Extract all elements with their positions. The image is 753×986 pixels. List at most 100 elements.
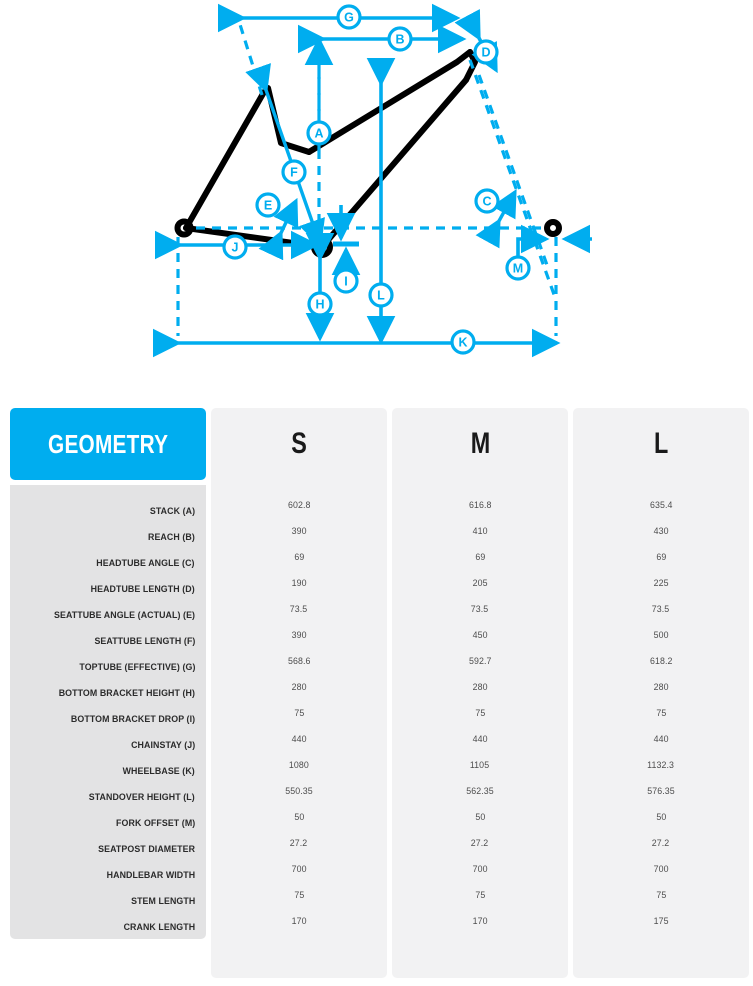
- row-label-text: SEATTUBE LENGTH (F): [93, 634, 195, 646]
- value-cell: 390: [211, 518, 387, 544]
- value-text: 50: [474, 811, 486, 823]
- row-label: CHAINSTAY (J): [10, 731, 206, 757]
- bike-geometry-diagram: A B C D E F G H I J K L M: [0, 0, 753, 400]
- value-cell: 1132.3: [573, 752, 749, 778]
- row-label-text: STANDOVER HEIGHT (L): [89, 790, 195, 802]
- value-text: 390: [291, 525, 307, 537]
- value-text: 700: [291, 863, 307, 875]
- value-text: 27.2: [290, 837, 308, 849]
- value-text: 280: [653, 681, 669, 693]
- value-text: 440: [472, 733, 488, 745]
- dimension-I: [331, 241, 361, 276]
- row-label-text: SEATPOST DIAMETER: [98, 842, 195, 854]
- callout-bubble: [474, 188, 500, 214]
- value-text: 576.35: [647, 785, 675, 797]
- callout-d: D: [473, 39, 499, 65]
- value-text: 73.5: [290, 603, 308, 615]
- geometry-table: GEOMETRY STACK (A) REACH (B) HEADTUBE ANGL…: [10, 408, 749, 978]
- value-text: 450: [472, 629, 488, 641]
- callout-g: G: [336, 4, 362, 30]
- size-header-m: M: [392, 408, 568, 480]
- row-label-text: SEATTUBE ANGLE (ACTUAL) (E): [53, 608, 195, 620]
- value-text: 1105: [470, 759, 490, 771]
- value-text: 280: [291, 681, 307, 693]
- row-label: STANDOVER HEIGHT (L): [10, 783, 206, 809]
- row-label-text: CHAINSTAY (J): [130, 738, 195, 750]
- row-label-text: BOTTOM BRACKET HEIGHT (H): [58, 686, 195, 698]
- callout-l: L: [368, 282, 394, 308]
- value-cell: 170: [211, 908, 387, 934]
- value-cell: 75: [211, 882, 387, 908]
- value-cell: 616.8: [392, 492, 568, 518]
- row-label: SEATTUBE ANGLE (ACTUAL) (E): [10, 601, 206, 627]
- table-label-column: GEOMETRY STACK (A) REACH (B) HEADTUBE ANGL…: [10, 408, 206, 939]
- callout-letter: M: [513, 262, 523, 276]
- row-label: HEADTUBE LENGTH (D): [10, 575, 206, 601]
- callout-bubble: [368, 282, 394, 308]
- row-label: SEATTUBE LENGTH (F): [10, 627, 206, 653]
- value-text: 75: [293, 707, 305, 719]
- value-cell: 568.6: [211, 648, 387, 674]
- value-text: 50: [655, 811, 667, 823]
- callout-i: I: [333, 268, 359, 294]
- value-text: 170: [472, 915, 488, 927]
- value-cell: 550.35: [211, 778, 387, 804]
- value-text: 69: [293, 551, 305, 563]
- callout-bubble: [450, 329, 476, 355]
- value-cell: 50: [211, 804, 387, 830]
- value-cell: 27.2: [573, 830, 749, 856]
- callout-m: M: [505, 255, 531, 281]
- row-label-text: HANDLEBAR WIDTH: [106, 868, 195, 880]
- value-cell: 280: [573, 674, 749, 700]
- value-text: 27.2: [652, 837, 670, 849]
- value-text: 190: [291, 577, 307, 589]
- value-text: 73.5: [652, 603, 670, 615]
- value-text: 500: [653, 629, 669, 641]
- value-text: 50: [293, 811, 305, 823]
- value-text: 225: [653, 577, 669, 589]
- value-text: 69: [474, 551, 486, 563]
- row-label: BOTTOM BRACKET HEIGHT (H): [10, 679, 206, 705]
- value-text: 1132.3: [647, 759, 675, 771]
- value-cell: 69: [573, 544, 749, 570]
- value-text: 175: [653, 915, 669, 927]
- callout-k: K: [450, 329, 476, 355]
- row-label: HANDLEBAR WIDTH: [10, 861, 206, 887]
- value-cell: 27.2: [392, 830, 568, 856]
- callout-bubble: [255, 192, 281, 218]
- row-label-text: TOPTUBE (EFFECTIVE) (G): [78, 660, 195, 672]
- value-cell: 592.7: [392, 648, 568, 674]
- callout-a: A: [306, 120, 332, 146]
- callout-letter: I: [344, 275, 347, 289]
- callout-f: F: [281, 159, 307, 185]
- value-cell: 75: [573, 882, 749, 908]
- geometry-header-cell: GEOMETRY: [10, 408, 206, 480]
- value-cell: 75: [211, 700, 387, 726]
- row-label: SEATPOST DIAMETER: [10, 835, 206, 861]
- callout-labels: A B C D E F G H I J K L M: [222, 4, 531, 355]
- value-cell: 700: [573, 856, 749, 882]
- row-label: CRANK LENGTH: [10, 913, 206, 939]
- value-cell: 410: [392, 518, 568, 544]
- callout-letter: D: [481, 46, 490, 60]
- front-axle-marker: [544, 219, 562, 237]
- value-text: 440: [653, 733, 669, 745]
- value-cell: 440: [573, 726, 749, 752]
- value-cell: 700: [211, 856, 387, 882]
- value-text: 635.4: [649, 499, 673, 511]
- value-text: 700: [653, 863, 669, 875]
- value-text: 592.7: [468, 655, 492, 667]
- size-header-l-label: L: [653, 427, 669, 460]
- value-text: 700: [472, 863, 488, 875]
- size-header-s-label: S: [291, 427, 307, 460]
- value-text: 430: [653, 525, 669, 537]
- callout-j: J: [222, 234, 248, 260]
- value-cell: 170: [392, 908, 568, 934]
- value-cell: 280: [211, 674, 387, 700]
- value-cell: 618.2: [573, 648, 749, 674]
- row-label: FORK OFFSET (M): [10, 809, 206, 835]
- bike-diagram-svg: A B C D E F G H I J K L M: [152, 3, 592, 358]
- callout-b: B: [387, 26, 413, 52]
- callout-letter: F: [290, 166, 298, 180]
- size-header-s: S: [211, 408, 387, 480]
